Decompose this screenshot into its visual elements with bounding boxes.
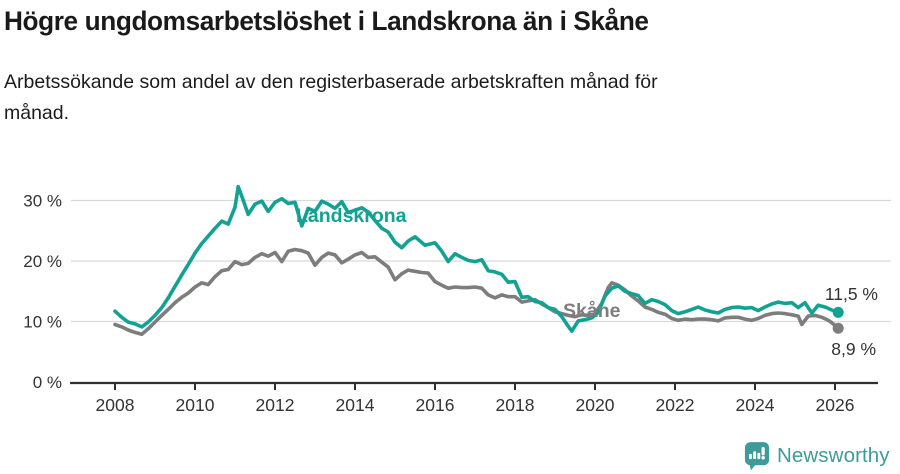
newsworthy-logo[interactable]: Newsworthy — [744, 441, 890, 471]
x-axis-tick-label: 2018 — [496, 395, 535, 415]
x-axis-tick-label: 2012 — [256, 395, 295, 415]
chart-subtitle-line-2: månad. — [4, 102, 70, 124]
x-axis-tick-label: 2014 — [336, 395, 375, 415]
bar-chart-speech-bubble-icon — [744, 442, 770, 471]
y-axis-tick-label: 30 % — [23, 192, 62, 211]
series-line-skane — [113, 247, 841, 337]
series-end-dot-landskrona — [832, 306, 844, 318]
chart-subtitle: Arbetssökande som andel av den registerb… — [4, 67, 658, 129]
series-end-dot-skane — [832, 322, 844, 334]
y-axis-tick-label: 0 % — [33, 373, 62, 392]
x-axis-tick-label: 2008 — [96, 395, 135, 415]
series-end-value-label-landskrona: 11,5 % — [825, 284, 878, 304]
series-inline-label-landskrona: Landskrona — [296, 205, 407, 227]
x-axis-tick-label: 2010 — [176, 395, 215, 415]
series-inline-label-skane: Skåne — [563, 299, 621, 322]
chart-title: Högre ungdomsarbetslöshet i Landskrona ä… — [4, 6, 649, 36]
series-line-landskrona — [113, 184, 841, 334]
chart-subtitle-line-1: Arbetssökande som andel av den registerb… — [4, 71, 658, 93]
x-axis-tick-label: 2020 — [576, 395, 615, 415]
y-axis-tick-label: 10 % — [23, 313, 62, 332]
y-axis-tick-label: 20 % — [23, 252, 62, 271]
x-axis-tick-label: 2022 — [656, 395, 695, 415]
x-axis-tick-label: 2024 — [736, 395, 775, 415]
series-end-value-label-skane: 8,9 % — [831, 339, 876, 359]
x-axis-tick-label: 2016 — [416, 395, 455, 415]
x-axis-tick-label: 2026 — [816, 395, 855, 415]
newsworthy-brand-text: Newsworthy — [777, 444, 890, 467]
